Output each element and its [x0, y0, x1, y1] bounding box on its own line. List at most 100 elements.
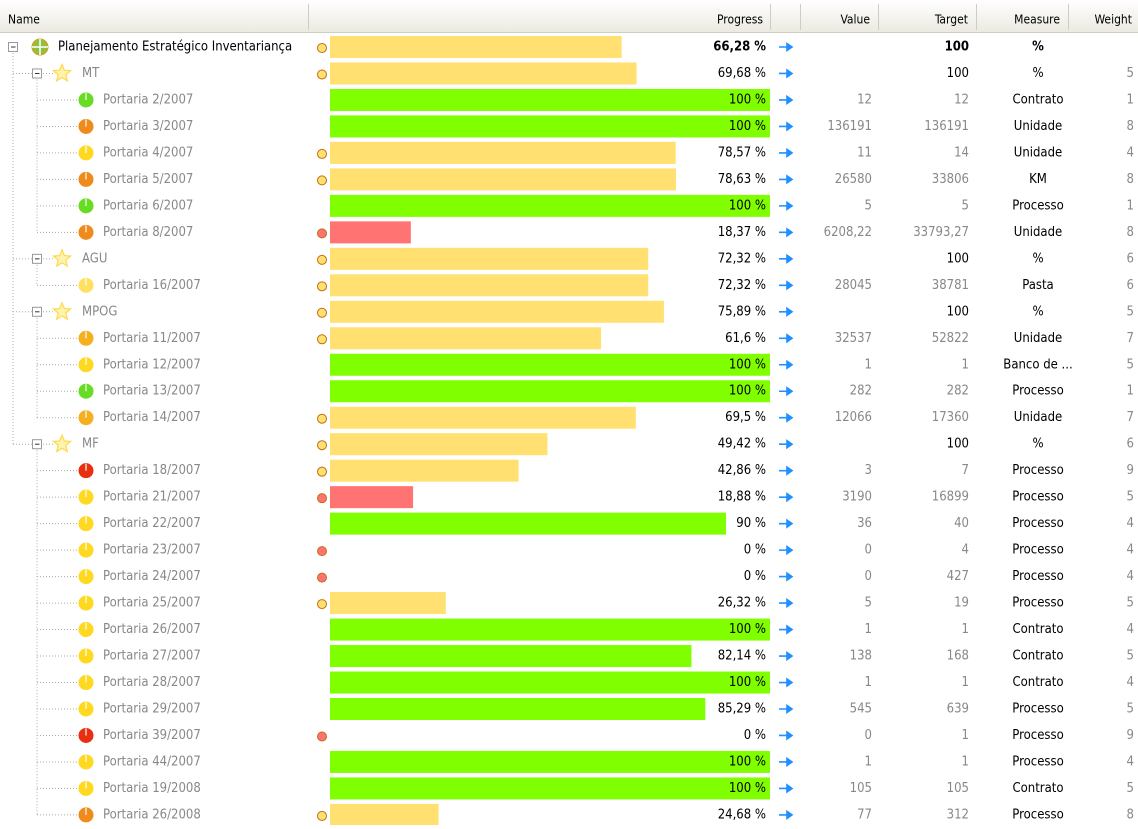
row[interactable]: Portaria 16/2007 72,32 % 28045 38781 Pasta 6 — [77, 274, 1134, 297]
value-cell: 11 — [857, 145, 872, 160]
value-cell: 1 — [865, 357, 872, 372]
target-cell: 17360 — [932, 410, 969, 425]
row[interactable]: Portaria 23/2007 0 % 0 4 Processo 4 — [77, 541, 1134, 559]
target-cell: 100 — [947, 304, 969, 319]
column-header[interactable]: Progress — [717, 13, 763, 27]
weight-cell: 5 — [1127, 490, 1134, 505]
weight-cell: 1 — [1127, 92, 1134, 107]
row[interactable]: AGU 72,32 % 100% 6 — [32, 247, 1135, 270]
row[interactable]: Portaria 27/2007 82,14 % 138 168 Contrato 5 — [77, 645, 1134, 668]
row[interactable]: Portaria 39/2007 0 % 0 1 Processo 9 — [77, 726, 1134, 744]
progress-label: 82,14 % — [718, 649, 766, 664]
row[interactable]: Portaria 6/2007 100 % 5 5 Processo 1 — [77, 194, 1134, 217]
measure-cell: Contrato — [1012, 781, 1063, 796]
row[interactable]: Portaria 14/2007 69,5 % 12066 17360 Unidade 7 — [77, 406, 1134, 429]
status-indicator — [317, 175, 327, 186]
progress-label: 69,5 % — [725, 410, 766, 425]
progress-label: 100 % — [729, 781, 766, 796]
trend-arrow — [779, 306, 794, 317]
header-bar — [0, 0, 1138, 33]
column-header[interactable]: Measure — [1014, 13, 1060, 27]
value-cell: 28045 — [835, 278, 872, 293]
measure-cell: Processo — [1012, 490, 1063, 505]
measure-cell: KM — [1029, 172, 1047, 187]
status-indicator — [317, 599, 327, 610]
trend-arrow — [779, 545, 794, 556]
row[interactable]: Portaria 12/2007 100 % 1 1 Banco de ... 5 — [77, 353, 1134, 376]
target-cell: 1 — [962, 357, 969, 372]
row[interactable]: Portaria 26/2008 24,68 % 77 312 Processo 8 — [77, 803, 1134, 826]
star-icon — [51, 433, 73, 453]
row[interactable]: Portaria 13/2007 100 % 282 282 Processo 1 — [77, 380, 1134, 403]
target-cell: 52822 — [932, 331, 969, 346]
row[interactable]: Portaria 8/2007 18,37 % 6208,22 33793,27 Uni… — [77, 221, 1134, 244]
weight-cell: 5 — [1127, 357, 1134, 372]
row[interactable]: Portaria 26/2007 100 % 1 1 Contrato 4 — [77, 618, 1134, 641]
column-header[interactable]: Value — [840, 13, 870, 27]
progress-label: 72,32 % — [718, 278, 766, 293]
progress-label: 0 % — [744, 728, 766, 743]
target-cell: 100 — [947, 251, 969, 266]
target-cell: 100 — [947, 66, 969, 81]
row[interactable]: Planejamento Estratégico Inventariança 66… — [8, 36, 1045, 58]
value-cell: 5 — [865, 596, 872, 611]
value-cell: 12 — [857, 92, 872, 107]
progress-label: 100 % — [729, 622, 766, 637]
trend-arrow — [779, 730, 794, 741]
progress-bar — [330, 115, 770, 138]
trend-arrow — [779, 465, 794, 476]
target-cell: 282 — [947, 384, 969, 399]
weight-cell: 8 — [1127, 225, 1134, 240]
trend-arrow — [779, 651, 794, 662]
progress-bar — [330, 618, 770, 641]
row[interactable]: Portaria 3/2007 100 % 136191 136191 Unidade 8 — [77, 115, 1134, 138]
column-header[interactable]: Target — [934, 13, 968, 27]
progress-label: 26,32 % — [718, 596, 766, 611]
trend-arrow — [779, 333, 794, 344]
row[interactable]: Portaria 44/2007 100 % 1 1 Processo 4 — [77, 750, 1134, 773]
row-name: Planejamento Estratégico Inventariança — [58, 40, 292, 55]
row[interactable]: Portaria 18/2007 42,86 % 3 7 Processo 9 — [77, 459, 1134, 482]
status-indicator — [317, 148, 327, 159]
row[interactable]: Portaria 11/2007 61,6 % 32537 52822 Unidade 7 — [77, 327, 1134, 350]
trend-arrow — [779, 492, 794, 503]
target-cell: 1 — [962, 622, 969, 637]
progress-label: 85,29 % — [718, 702, 766, 717]
row[interactable]: Portaria 5/2007 78,63 % 26580 33806 KM 8 — [77, 168, 1134, 191]
target-cell: 1 — [962, 754, 969, 769]
trend-arrow — [779, 174, 794, 185]
weight-cell: 5 — [1127, 649, 1134, 664]
row[interactable]: Portaria 19/2008 100 % 105 105 Contrato 5 — [77, 777, 1134, 800]
value-cell: 0 — [865, 543, 872, 558]
row[interactable]: Portaria 24/2007 0 % 0 427 Processo 4 — [77, 568, 1134, 586]
progress-label: 72,32 % — [718, 251, 766, 266]
progress-label: 18,88 % — [718, 490, 766, 505]
row[interactable]: Portaria 2/2007 100 % 12 12 Contrato 1 — [77, 88, 1134, 111]
column-header[interactable]: Weight — [1094, 13, 1132, 27]
progress-label: 78,63 % — [718, 172, 766, 187]
row[interactable]: Portaria 29/2007 85,29 % 545 639 Processo 5 — [77, 698, 1134, 720]
trend-arrow — [779, 280, 794, 291]
row[interactable]: MF 49,42 % 100% 6 — [32, 433, 1135, 456]
progress-label: 18,37 % — [718, 225, 766, 240]
row[interactable]: MT 69,68 % 100% 5 — [32, 62, 1135, 85]
target-cell: 427 — [947, 569, 969, 584]
weight-cell: 4 — [1127, 622, 1134, 637]
column-header[interactable]: Name — [8, 13, 40, 27]
trend-arrow — [779, 227, 794, 238]
progress-bar — [330, 36, 622, 58]
progress-label: 49,42 % — [718, 437, 766, 452]
target-cell: 33793,27 — [913, 225, 969, 240]
row[interactable]: Portaria 22/2007 90 % 36 40 Processo 4 — [77, 512, 1134, 535]
measure-cell: Contrato — [1012, 675, 1063, 690]
row[interactable]: Portaria 4/2007 78,57 % 11 14 Unidade 4 — [77, 141, 1134, 164]
weight-cell: 6 — [1127, 251, 1134, 266]
row[interactable]: Portaria 21/2007 18,88 % 3190 16899 Processo… — [77, 486, 1134, 509]
progress-bar — [330, 406, 636, 429]
status-indicator — [317, 413, 327, 424]
row[interactable]: Portaria 28/2007 100 % 1 1 Contrato 4 — [77, 671, 1134, 694]
row[interactable]: MPOG 75,89 % 100% 5 — [32, 300, 1135, 323]
weight-cell: 4 — [1127, 543, 1134, 558]
row[interactable]: Portaria 25/2007 26,32 % 5 19 Processo 5 — [77, 592, 1134, 615]
status-indicator — [317, 307, 327, 318]
